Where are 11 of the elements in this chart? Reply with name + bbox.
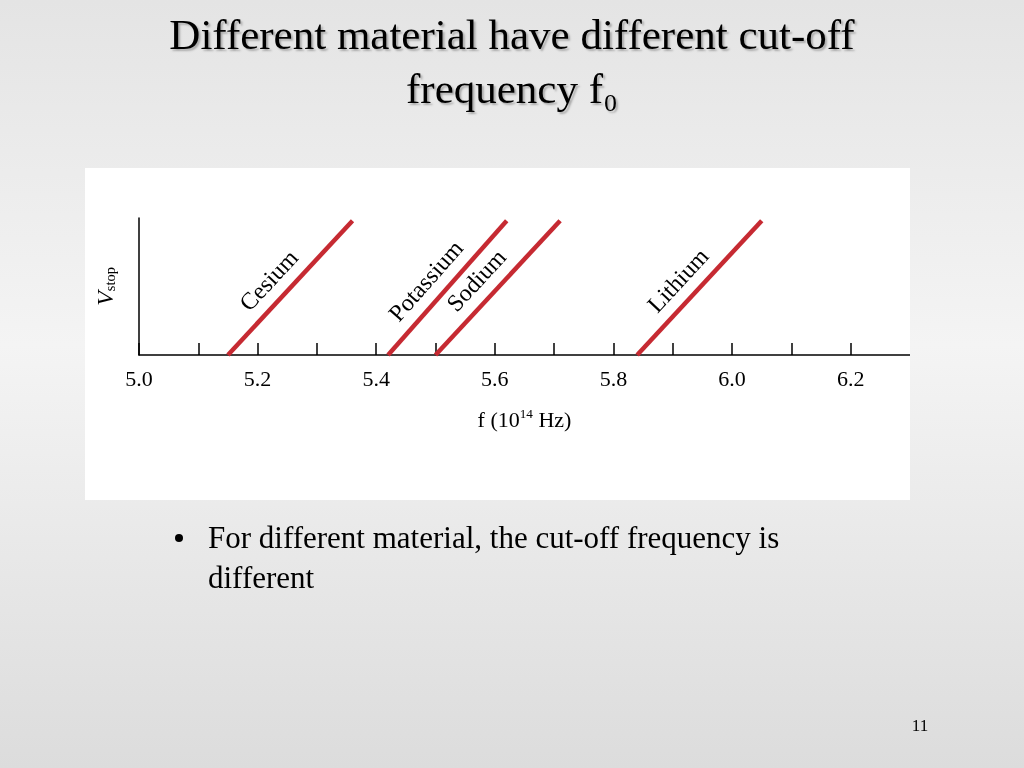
y-axis-title: Vstop: [92, 267, 118, 306]
x-tick-label: 5.8: [599, 365, 628, 391]
text: 11: [910, 716, 930, 736]
x-tick-label: 5.6: [481, 365, 509, 391]
x-tick-label: 5.0: [125, 365, 153, 391]
chart-title: Different material have different cut-off frequency f₀: [168, 10, 856, 114]
x-tick-label: 5.2: [243, 365, 272, 391]
text: For different material, the cut-off frequency is different: [208, 519, 781, 597]
x-tick-label: 5.4: [362, 365, 390, 391]
x-tick-label: 6.0: [718, 365, 746, 391]
x-tick-label: 6.2: [836, 365, 865, 391]
